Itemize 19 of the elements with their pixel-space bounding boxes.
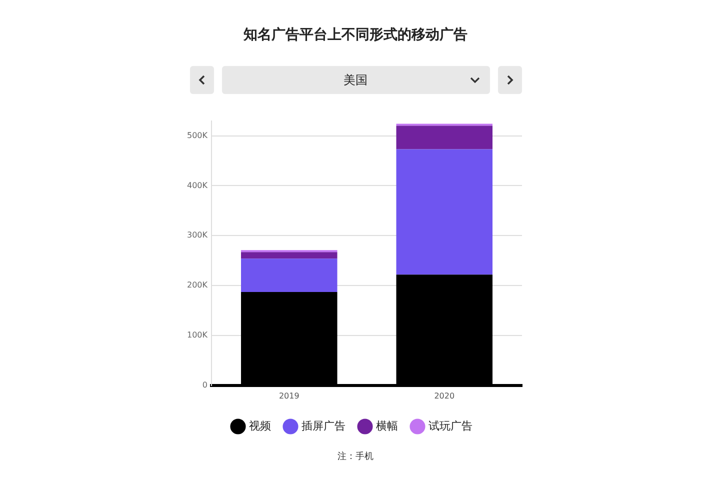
y-tick-label: 500K	[187, 130, 208, 140]
legend-label: 视频	[249, 419, 271, 432]
legend-label: 试玩广告	[428, 419, 472, 432]
bar	[241, 252, 338, 259]
text: 注：手机	[338, 450, 374, 463]
x-tick-label: 2020	[434, 391, 455, 400]
y-tick-label: 100K	[187, 330, 208, 340]
y-tick-label: 200K	[187, 280, 208, 290]
y-tick-label: 300K	[187, 230, 208, 240]
bar	[241, 258, 338, 292]
y-tick-label: 400K	[187, 180, 208, 190]
legend-label: 插屏广告	[302, 419, 346, 432]
y-tick-label: 0	[202, 380, 208, 390]
chart-title: 知名广告平台上不同形式的移动广告	[244, 26, 468, 44]
x-tick-label: 2019	[278, 391, 300, 400]
bar	[396, 126, 493, 150]
bar	[396, 149, 493, 275]
legend-label: 横幅	[376, 419, 398, 432]
chart-subtitle: 美国	[344, 72, 368, 88]
